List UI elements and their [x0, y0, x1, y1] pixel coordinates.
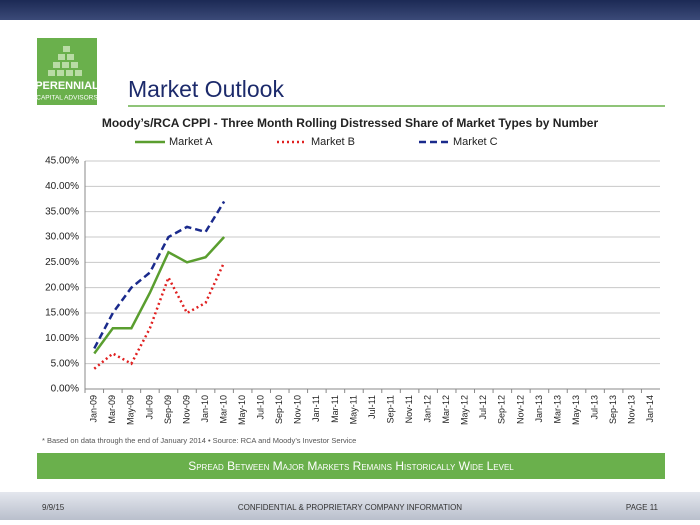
x-tick-label: Sep-11: [385, 395, 395, 423]
series-line: [93, 261, 226, 370]
x-tick-label: May-13: [571, 395, 581, 425]
x-tick-label: Mar-11: [330, 395, 340, 423]
banner-text: Spread Between Major Markets Remains His…: [188, 459, 514, 473]
x-tick-label: May-11: [348, 395, 358, 424]
logo: PERENNIAL CAPITAL ADVISORS: [35, 38, 99, 105]
footer-bar: [0, 492, 700, 520]
x-tick-label: May-09: [126, 395, 136, 425]
series-line: [93, 236, 226, 355]
y-tick-label: 35.00%: [45, 206, 79, 217]
x-tick-label: Nov-11: [404, 395, 414, 423]
x-tick-label: Mar-10: [218, 395, 228, 424]
footer-date: 9/9/15: [42, 503, 65, 512]
x-tick-label: Jan-12: [423, 395, 433, 423]
legend-label: Market B: [311, 136, 355, 148]
x-tick-label: Sep-13: [608, 395, 618, 424]
x-tick-label: Jul-12: [478, 395, 488, 420]
x-tick-label: Nov-09: [181, 395, 191, 424]
x-tick-label: Sep-12: [497, 395, 507, 424]
x-tick-label: Nov-12: [515, 395, 525, 424]
chart-title: Moody’s/RCA CPPI - Three Month Rolling D…: [102, 116, 599, 130]
y-tick-label: 5.00%: [51, 358, 79, 369]
top-bar: [0, 0, 700, 20]
x-tick-label: Nov-10: [293, 395, 303, 424]
y-tick-label: 0.00%: [51, 384, 79, 395]
x-tick-label: Sep-09: [163, 395, 173, 424]
logo-subtitle: CAPITAL ADVISORS: [36, 95, 98, 102]
y-tick-label: 15.00%: [45, 308, 79, 319]
footer-page: PAGE 11: [626, 503, 659, 512]
x-tick-label: Jan-11: [311, 395, 321, 422]
x-tick-label: Sep-10: [274, 395, 284, 424]
y-tick-label: 10.00%: [45, 333, 79, 344]
slide-title: Market Outlook: [128, 76, 284, 102]
x-tick-label: Jul-11: [367, 395, 377, 419]
y-tick-label: 45.00%: [45, 156, 79, 167]
footer-center: CONFIDENTIAL & PROPRIETARY COMPANY INFOR…: [238, 503, 462, 512]
x-tick-label: Jan-09: [89, 395, 99, 423]
logo-name: PERENNIAL: [35, 80, 99, 92]
x-tick-label: May-12: [460, 395, 470, 425]
logo-pyramid: [48, 46, 82, 76]
banner: [37, 453, 665, 479]
x-tick-label: Jan-13: [534, 395, 544, 423]
series-line: [93, 200, 226, 350]
x-tick-label: Jan-14: [645, 395, 655, 423]
x-tick-label: May-10: [237, 395, 247, 425]
x-tick-label: Jul-09: [144, 395, 154, 420]
x-tick-label: Jul-10: [256, 395, 266, 420]
chart: 0.00% 5.00% 10.00% 15.00% 20.00% 25.00% 30.00%…: [45, 136, 660, 425]
y-tick-label: 25.00%: [45, 257, 79, 268]
x-tick-label: Mar-09: [107, 395, 117, 424]
legend-label: Market A: [169, 136, 213, 148]
x-tick-label: Nov-13: [627, 395, 637, 424]
y-tick-label: 40.00%: [45, 181, 79, 192]
y-tick-label: 30.00%: [45, 232, 79, 243]
x-tick-label: Jan-10: [200, 395, 210, 423]
x-tick-label: Mar-12: [441, 395, 451, 424]
footnote: * Based on data through the end of Janua…: [42, 436, 356, 445]
y-tick-label: 20.00%: [45, 282, 79, 293]
legend-label: Market C: [453, 136, 498, 148]
x-tick-label: Mar-13: [552, 395, 562, 424]
x-tick-label: Jul-13: [589, 395, 599, 420]
